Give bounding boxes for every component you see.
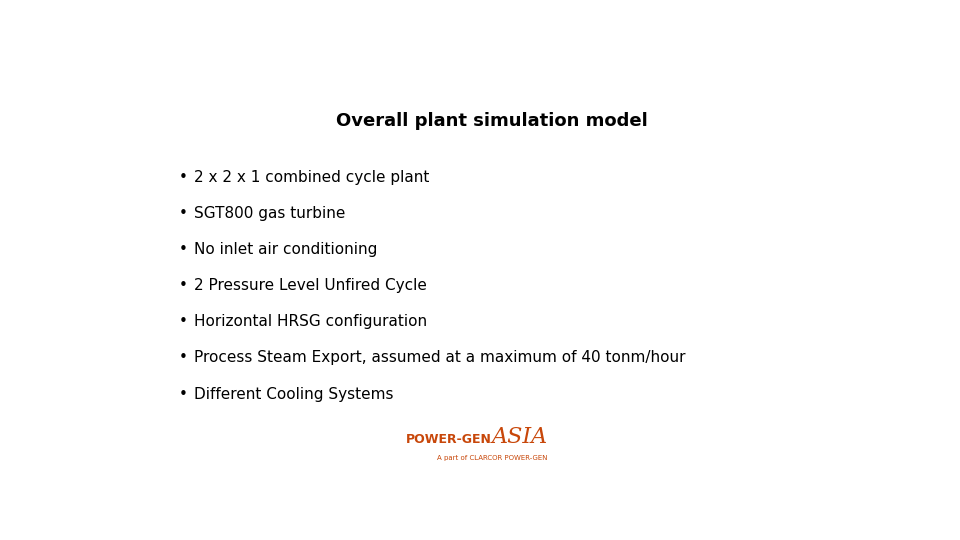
Text: •: •: [179, 350, 187, 366]
Text: •: •: [179, 387, 187, 402]
Text: SGT800 gas turbine: SGT800 gas turbine: [194, 206, 346, 221]
Text: Process Steam Export, assumed at a maximum of 40 tonm/hour: Process Steam Export, assumed at a maxim…: [194, 350, 685, 366]
Text: •: •: [179, 242, 187, 257]
Text: ASIA: ASIA: [492, 426, 548, 448]
Text: •: •: [179, 170, 187, 185]
Text: Different Cooling Systems: Different Cooling Systems: [194, 387, 394, 402]
Text: Horizontal HRSG configuration: Horizontal HRSG configuration: [194, 314, 427, 329]
Text: •: •: [179, 314, 187, 329]
Text: •: •: [179, 278, 187, 293]
Text: 2 x 2 x 1 combined cycle plant: 2 x 2 x 1 combined cycle plant: [194, 170, 430, 185]
Text: No inlet air conditioning: No inlet air conditioning: [194, 242, 378, 257]
Text: POWER-GEN: POWER-GEN: [406, 433, 492, 446]
Text: A part of CLARCOR POWER-GEN: A part of CLARCOR POWER-GEN: [437, 455, 547, 461]
Text: •: •: [179, 206, 187, 221]
Text: 2 Pressure Level Unfired Cycle: 2 Pressure Level Unfired Cycle: [194, 278, 427, 293]
Text: Overall plant simulation model: Overall plant simulation model: [336, 112, 648, 130]
